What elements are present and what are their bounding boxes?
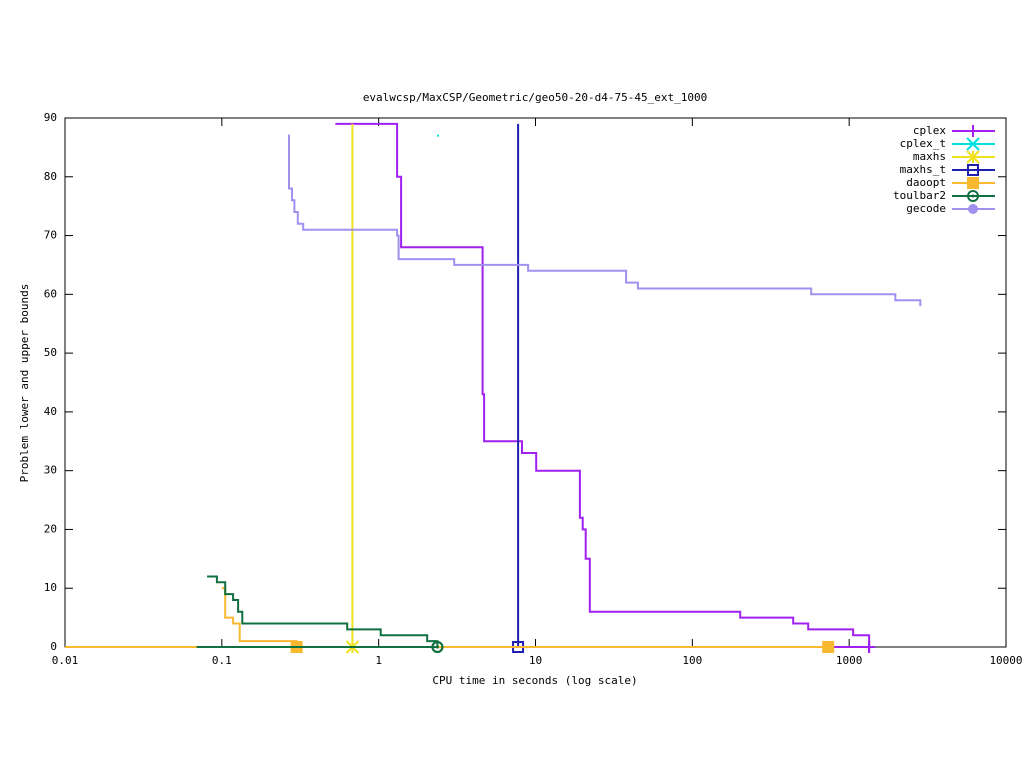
legend-label: cplex_t (900, 137, 946, 150)
series-line (288, 134, 922, 307)
y-tick-label: 40 (44, 405, 57, 418)
y-tick-label: 50 (44, 346, 57, 359)
y-tick-label: 10 (44, 581, 57, 594)
series-line (65, 587, 829, 648)
marker (822, 641, 835, 653)
x-tick-label: 0.1 (212, 654, 232, 667)
x-tick-label: 10000 (989, 654, 1022, 667)
y-tick-label: 30 (44, 464, 57, 477)
legend-label: daoopt (906, 176, 946, 189)
x-tick-label: 100 (682, 654, 702, 667)
marker-shape (967, 164, 979, 176)
marker (431, 641, 444, 653)
marker-shape (967, 177, 979, 189)
series-line (65, 122, 871, 648)
marker (967, 177, 979, 189)
marker (967, 125, 979, 137)
marker-stroke (966, 150, 980, 164)
chart-title: evalwcsp/MaxCSP/Geometric/geo50-20-d4-75… (363, 91, 707, 104)
data-point (437, 134, 440, 137)
marker-shape (968, 204, 978, 214)
marker-stroke (966, 137, 980, 151)
marker-shape (967, 190, 979, 202)
marker-shape (435, 645, 439, 649)
y-tick-label: 70 (44, 229, 57, 242)
marker (863, 641, 876, 653)
y-tick-label: 80 (44, 170, 57, 183)
y-tick-label: 20 (44, 522, 57, 535)
marker (966, 137, 980, 151)
legend-label: maxhs_t (900, 163, 946, 176)
plot-frame (64, 117, 1007, 648)
x-tick-label: 1 (375, 654, 382, 667)
marker (968, 204, 978, 214)
marker-shape (822, 641, 835, 653)
y-axis-label: Problem lower and upper bounds (18, 284, 31, 483)
y-tick-label: 60 (44, 287, 57, 300)
marker (966, 150, 980, 164)
legend-label: gecode (906, 202, 946, 215)
x-tick-label: 1000 (836, 654, 863, 667)
series-line (196, 575, 439, 648)
x-axis-label: CPU time in seconds (log scale) (432, 674, 637, 687)
legend-label: cplex (913, 124, 946, 137)
marker (967, 190, 979, 202)
y-tick-label: 90 (44, 111, 57, 124)
x-tick-label: 0.01 (52, 654, 79, 667)
marker-shape (971, 194, 975, 198)
legend-label: maxhs (913, 150, 946, 163)
x-tick-label: 10 (529, 654, 542, 667)
y-tick-label: 0 (50, 640, 57, 653)
marker-shape (431, 641, 444, 653)
marker (967, 164, 979, 176)
legend-label: toulbar2 (893, 189, 946, 202)
